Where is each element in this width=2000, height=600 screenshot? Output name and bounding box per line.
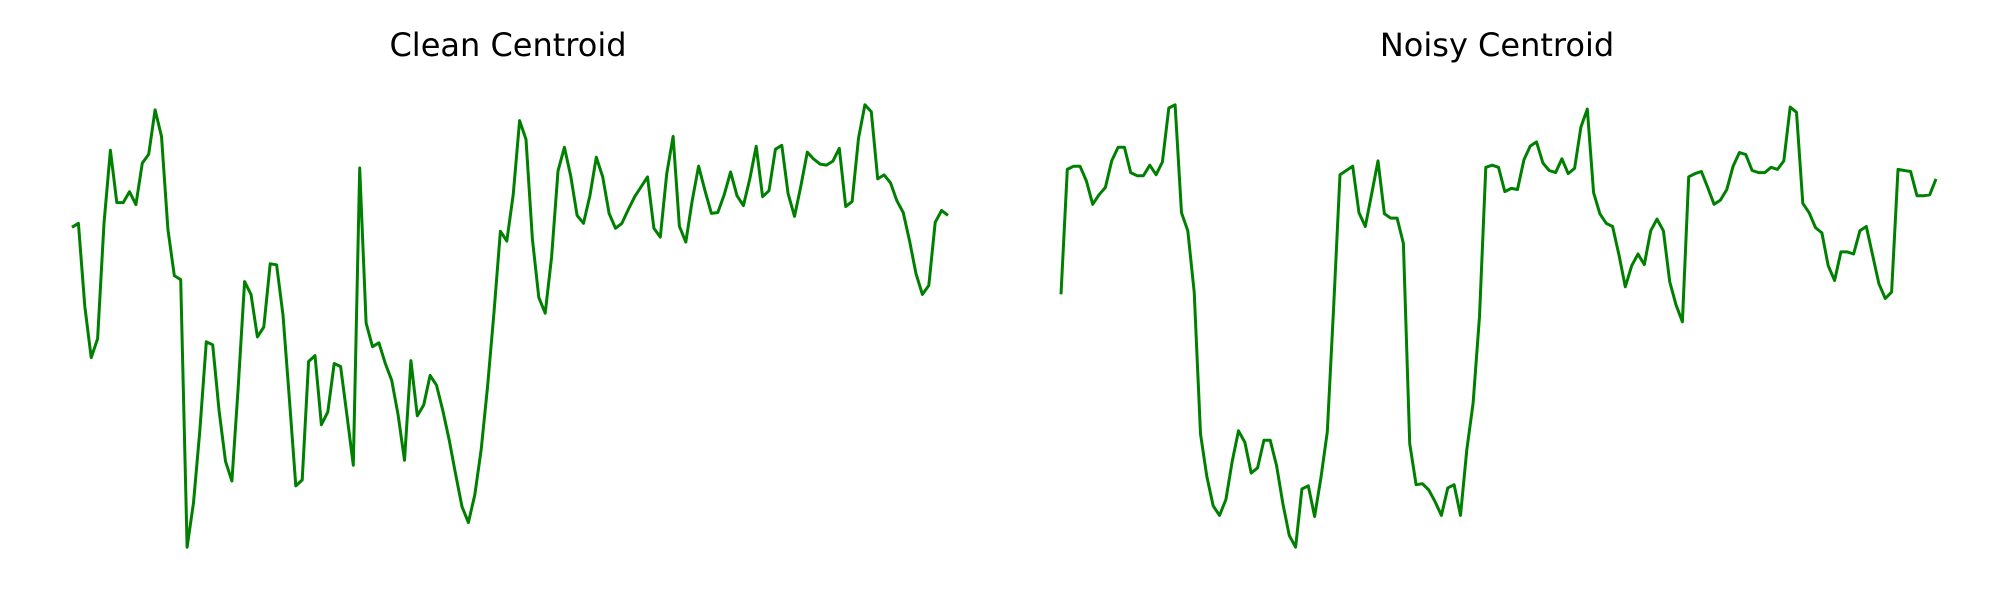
series-line-clean [71, 103, 949, 549]
chart-title-clean: Clean Centroid [389, 26, 627, 64]
plot-area-noisy [1059, 103, 1938, 549]
plot-area-clean [71, 103, 949, 549]
chart-title-noisy: Noisy Centroid [1379, 26, 1615, 64]
series-line-noisy [1059, 103, 1938, 549]
